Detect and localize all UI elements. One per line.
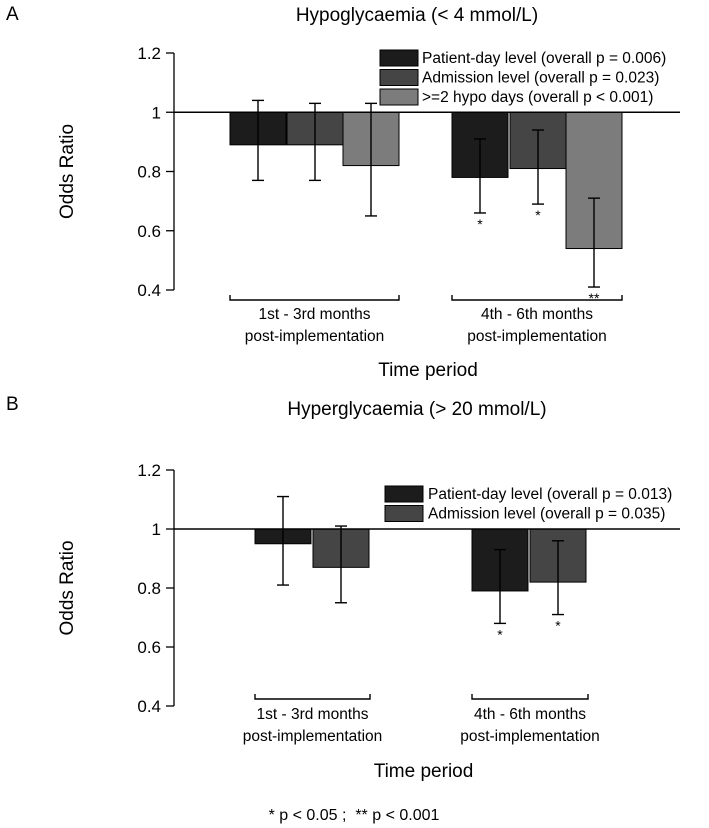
y-tick-label: 0.8: [137, 579, 161, 598]
significance-marker: *: [497, 626, 503, 642]
panel-letter: B: [6, 394, 19, 415]
panel-a-chart: A Hypoglycaemia (< 4 mmol/L) 0.4 0.6 0.8 1 1.2…: [6, 4, 680, 381]
category-label: 1st - 3rd months: [259, 306, 371, 323]
legend-label: Admission level (overall p = 0.035): [428, 506, 665, 523]
y-tick-label: 1: [152, 520, 161, 539]
legend-label: Admission level (overall p = 0.023): [422, 70, 659, 87]
significance-marker: *: [535, 207, 541, 223]
y-tick-label: 1.2: [137, 44, 161, 63]
legend-swatch: [379, 69, 419, 86]
significance-marker: *: [477, 216, 483, 232]
category-label: 4th - 6th months: [474, 706, 586, 723]
legend-label: Patient-day level (overall p = 0.013): [428, 486, 672, 503]
y-axis-label: Odds Ratio: [57, 540, 78, 635]
significance-marker: **: [589, 290, 600, 306]
panel-b-chart: B Hyperglycaemia (> 20 mmol/L) 0.4 0.6 0.8 1 1…: [6, 394, 680, 782]
y-tick-label: 0.8: [137, 163, 161, 182]
y-axis-label: Odds Ratio: [57, 124, 78, 219]
chart-title: Hyperglycaemia (> 20 mmol/L): [287, 399, 546, 420]
category-label: 4th - 6th months: [481, 306, 593, 323]
category-bracket: [471, 694, 589, 700]
y-tick-label: 0.6: [137, 222, 161, 241]
y-tick-label: 0.6: [137, 638, 161, 657]
category-label: post-implementation: [245, 328, 385, 345]
legend-label: >=2 hypo days (overall p < 0.001): [422, 89, 653, 106]
chart-title: Hypoglycaemia (< 4 mmol/L): [296, 5, 538, 26]
category-bracket: [451, 295, 623, 301]
legend-swatch: [379, 88, 419, 106]
legend-label: Patient-day level (overall p = 0.006): [422, 50, 666, 67]
legend-swatch: [379, 49, 419, 67]
y-tick-label: 0.4: [137, 281, 161, 300]
significance-footnote: * p < 0.05 ; ** p < 0.001: [269, 807, 440, 824]
y-tick-label: 1: [152, 103, 161, 122]
legend-swatch: [384, 485, 424, 503]
significance-marker: *: [555, 618, 561, 634]
x-axis-label: Time period: [378, 360, 478, 381]
category-label: post-implementation: [243, 728, 383, 745]
y-tick-label: 1.2: [137, 461, 161, 480]
panel-letter: A: [6, 4, 19, 25]
category-label: post-implementation: [467, 328, 607, 345]
category-bracket: [254, 694, 371, 700]
x-axis-label: Time period: [374, 761, 474, 782]
legend-swatch: [384, 505, 424, 522]
y-tick-label: 0.4: [137, 697, 161, 716]
category-bracket: [229, 295, 400, 301]
category-label: 1st - 3rd months: [257, 706, 369, 723]
category-label: post-implementation: [460, 728, 600, 745]
